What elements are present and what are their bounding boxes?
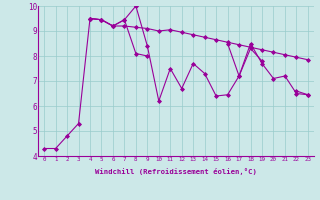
- X-axis label: Windchill (Refroidissement éolien,°C): Windchill (Refroidissement éolien,°C): [95, 168, 257, 175]
